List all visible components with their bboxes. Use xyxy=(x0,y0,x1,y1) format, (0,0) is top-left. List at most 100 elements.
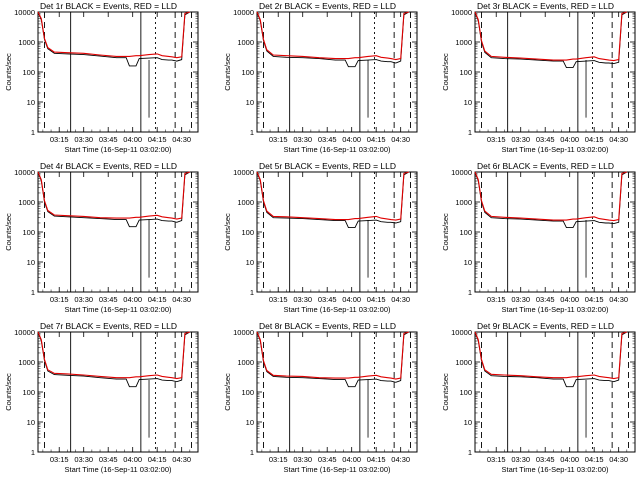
x-tick-label: 04:00 xyxy=(342,455,361,464)
y-tick-label: 100 xyxy=(22,228,35,237)
y-axis-label: Counts/sec xyxy=(4,213,13,251)
y-tick-label: 1000 xyxy=(455,198,472,207)
plot-frame xyxy=(474,11,636,133)
x-tick-label: 04:00 xyxy=(123,455,142,464)
series-line-events xyxy=(474,171,628,229)
x-tick-label: 04:00 xyxy=(560,295,579,304)
plot-frame xyxy=(256,11,418,133)
y-tick-label: 1 xyxy=(31,288,35,297)
y-tick-label: 10 xyxy=(246,258,254,267)
chart-title: Det 8r BLACK = Events, RED = LLD xyxy=(259,321,396,331)
x-axis-label: Start Time (16-Sep-11 03:02:00) xyxy=(284,465,392,474)
x-tick-label: 04:00 xyxy=(560,455,579,464)
y-axis-label: Counts/sec xyxy=(441,213,450,251)
y-tick-label: 1000 xyxy=(237,198,254,207)
x-tick-label: 03:15 xyxy=(269,455,288,464)
x-axis-label: Start Time (16-Sep-11 03:02:00) xyxy=(65,305,173,314)
x-tick-label: 04:30 xyxy=(391,455,410,464)
y-tick-label: 10000 xyxy=(451,168,472,177)
y-tick-label: 10000 xyxy=(233,168,254,177)
x-tick-label: 03:15 xyxy=(50,455,69,464)
x-axis-label: Start Time (16-Sep-11 03:02:00) xyxy=(502,465,610,474)
x-axis-label: Start Time (16-Sep-11 03:02:00) xyxy=(65,145,173,154)
y-tick-label: 1000 xyxy=(455,358,472,367)
y-tick-label: 100 xyxy=(22,68,35,77)
x-tick-label: 03:30 xyxy=(511,135,530,144)
x-tick-label: 03:45 xyxy=(318,455,337,464)
y-tick-label: 1 xyxy=(250,448,254,457)
panel-9: Det 9r BLACK = Events, RED = LLD 1 10 100 10… xyxy=(441,321,636,474)
plot-frame xyxy=(256,331,418,453)
x-tick-label: 03:30 xyxy=(511,455,530,464)
y-axis-label: Counts/sec xyxy=(441,373,450,411)
y-tick-label: 1 xyxy=(250,128,254,137)
y-tick-label: 10000 xyxy=(451,328,472,337)
x-tick-label: 03:30 xyxy=(74,295,93,304)
panel-3: Det 3r BLACK = Events, RED = LLD 1 10 100 10… xyxy=(441,1,636,154)
x-tick-label: 03:15 xyxy=(487,455,506,464)
y-tick-label: 1 xyxy=(468,288,472,297)
chart-title: Det 5r BLACK = Events, RED = LLD xyxy=(259,161,396,171)
y-tick-label: 1 xyxy=(250,288,254,297)
series-line-lld xyxy=(256,11,409,61)
series-line-events xyxy=(37,11,191,67)
y-axis-label: Counts/sec xyxy=(223,373,232,411)
x-tick-label: 03:45 xyxy=(536,455,555,464)
x-tick-label: 04:30 xyxy=(172,135,191,144)
x-tick-label: 03:30 xyxy=(293,135,312,144)
y-tick-label: 1000 xyxy=(237,38,254,47)
y-tick-label: 10000 xyxy=(233,8,254,17)
y-tick-label: 10 xyxy=(464,98,472,107)
x-tick-label: 04:15 xyxy=(367,295,386,304)
chart-title: Det 9r BLACK = Events, RED = LLD xyxy=(477,321,614,331)
y-tick-label: 100 xyxy=(459,388,472,397)
x-tick-label: 04:30 xyxy=(172,295,191,304)
chart-title: Det 2r BLACK = Events, RED = LLD xyxy=(259,1,396,11)
x-tick-label: 04:00 xyxy=(560,135,579,144)
x-tick-label: 03:45 xyxy=(536,295,555,304)
x-tick-label: 03:15 xyxy=(50,295,69,304)
x-tick-label: 04:15 xyxy=(148,135,167,144)
x-tick-label: 03:45 xyxy=(318,295,337,304)
panel-8: Det 8r BLACK = Events, RED = LLD 1 10 100 10… xyxy=(223,321,418,474)
plot-frame xyxy=(37,171,199,293)
chart-title: Det 3r BLACK = Events, RED = LLD xyxy=(477,1,614,11)
x-tick-label: 03:15 xyxy=(50,135,69,144)
y-tick-label: 10000 xyxy=(233,328,254,337)
series-line-events xyxy=(256,331,410,388)
plot-frame xyxy=(37,11,199,133)
x-tick-label: 04:00 xyxy=(123,295,142,304)
y-tick-label: 1 xyxy=(31,448,35,457)
y-tick-label: 1000 xyxy=(237,358,254,367)
x-tick-label: 04:15 xyxy=(148,455,167,464)
x-tick-label: 04:00 xyxy=(342,295,361,304)
y-axis-label: Counts/sec xyxy=(441,53,450,91)
x-tick-label: 04:15 xyxy=(585,455,604,464)
y-axis-label: Counts/sec xyxy=(4,373,13,411)
y-tick-label: 100 xyxy=(459,68,472,77)
y-tick-label: 10000 xyxy=(14,328,35,337)
y-tick-label: 10 xyxy=(27,98,35,107)
x-axis-label: Start Time (16-Sep-11 03:02:00) xyxy=(502,145,610,154)
x-tick-label: 04:15 xyxy=(585,135,604,144)
series-line-lld xyxy=(474,331,627,380)
series-line-lld xyxy=(256,331,409,380)
panel-6: Det 6r BLACK = Events, RED = LLD 1 10 100 10… xyxy=(441,161,636,314)
y-tick-label: 1000 xyxy=(18,358,35,367)
y-tick-label: 10 xyxy=(27,418,35,427)
x-tick-label: 03:15 xyxy=(487,295,506,304)
y-tick-label: 10 xyxy=(27,258,35,267)
y-tick-label: 100 xyxy=(241,228,254,237)
series-line-events xyxy=(37,331,191,388)
series-line-events xyxy=(37,171,191,228)
x-tick-label: 03:45 xyxy=(99,295,118,304)
plot-frame xyxy=(474,171,636,293)
panel-4: Det 4r BLACK = Events, RED = LLD 1 10 100 10… xyxy=(4,161,199,314)
x-tick-label: 04:30 xyxy=(609,455,628,464)
x-tick-label: 04:30 xyxy=(609,135,628,144)
x-tick-label: 04:30 xyxy=(609,295,628,304)
x-tick-label: 03:15 xyxy=(487,135,506,144)
series-line-lld xyxy=(37,171,190,220)
y-tick-label: 1 xyxy=(468,128,472,137)
